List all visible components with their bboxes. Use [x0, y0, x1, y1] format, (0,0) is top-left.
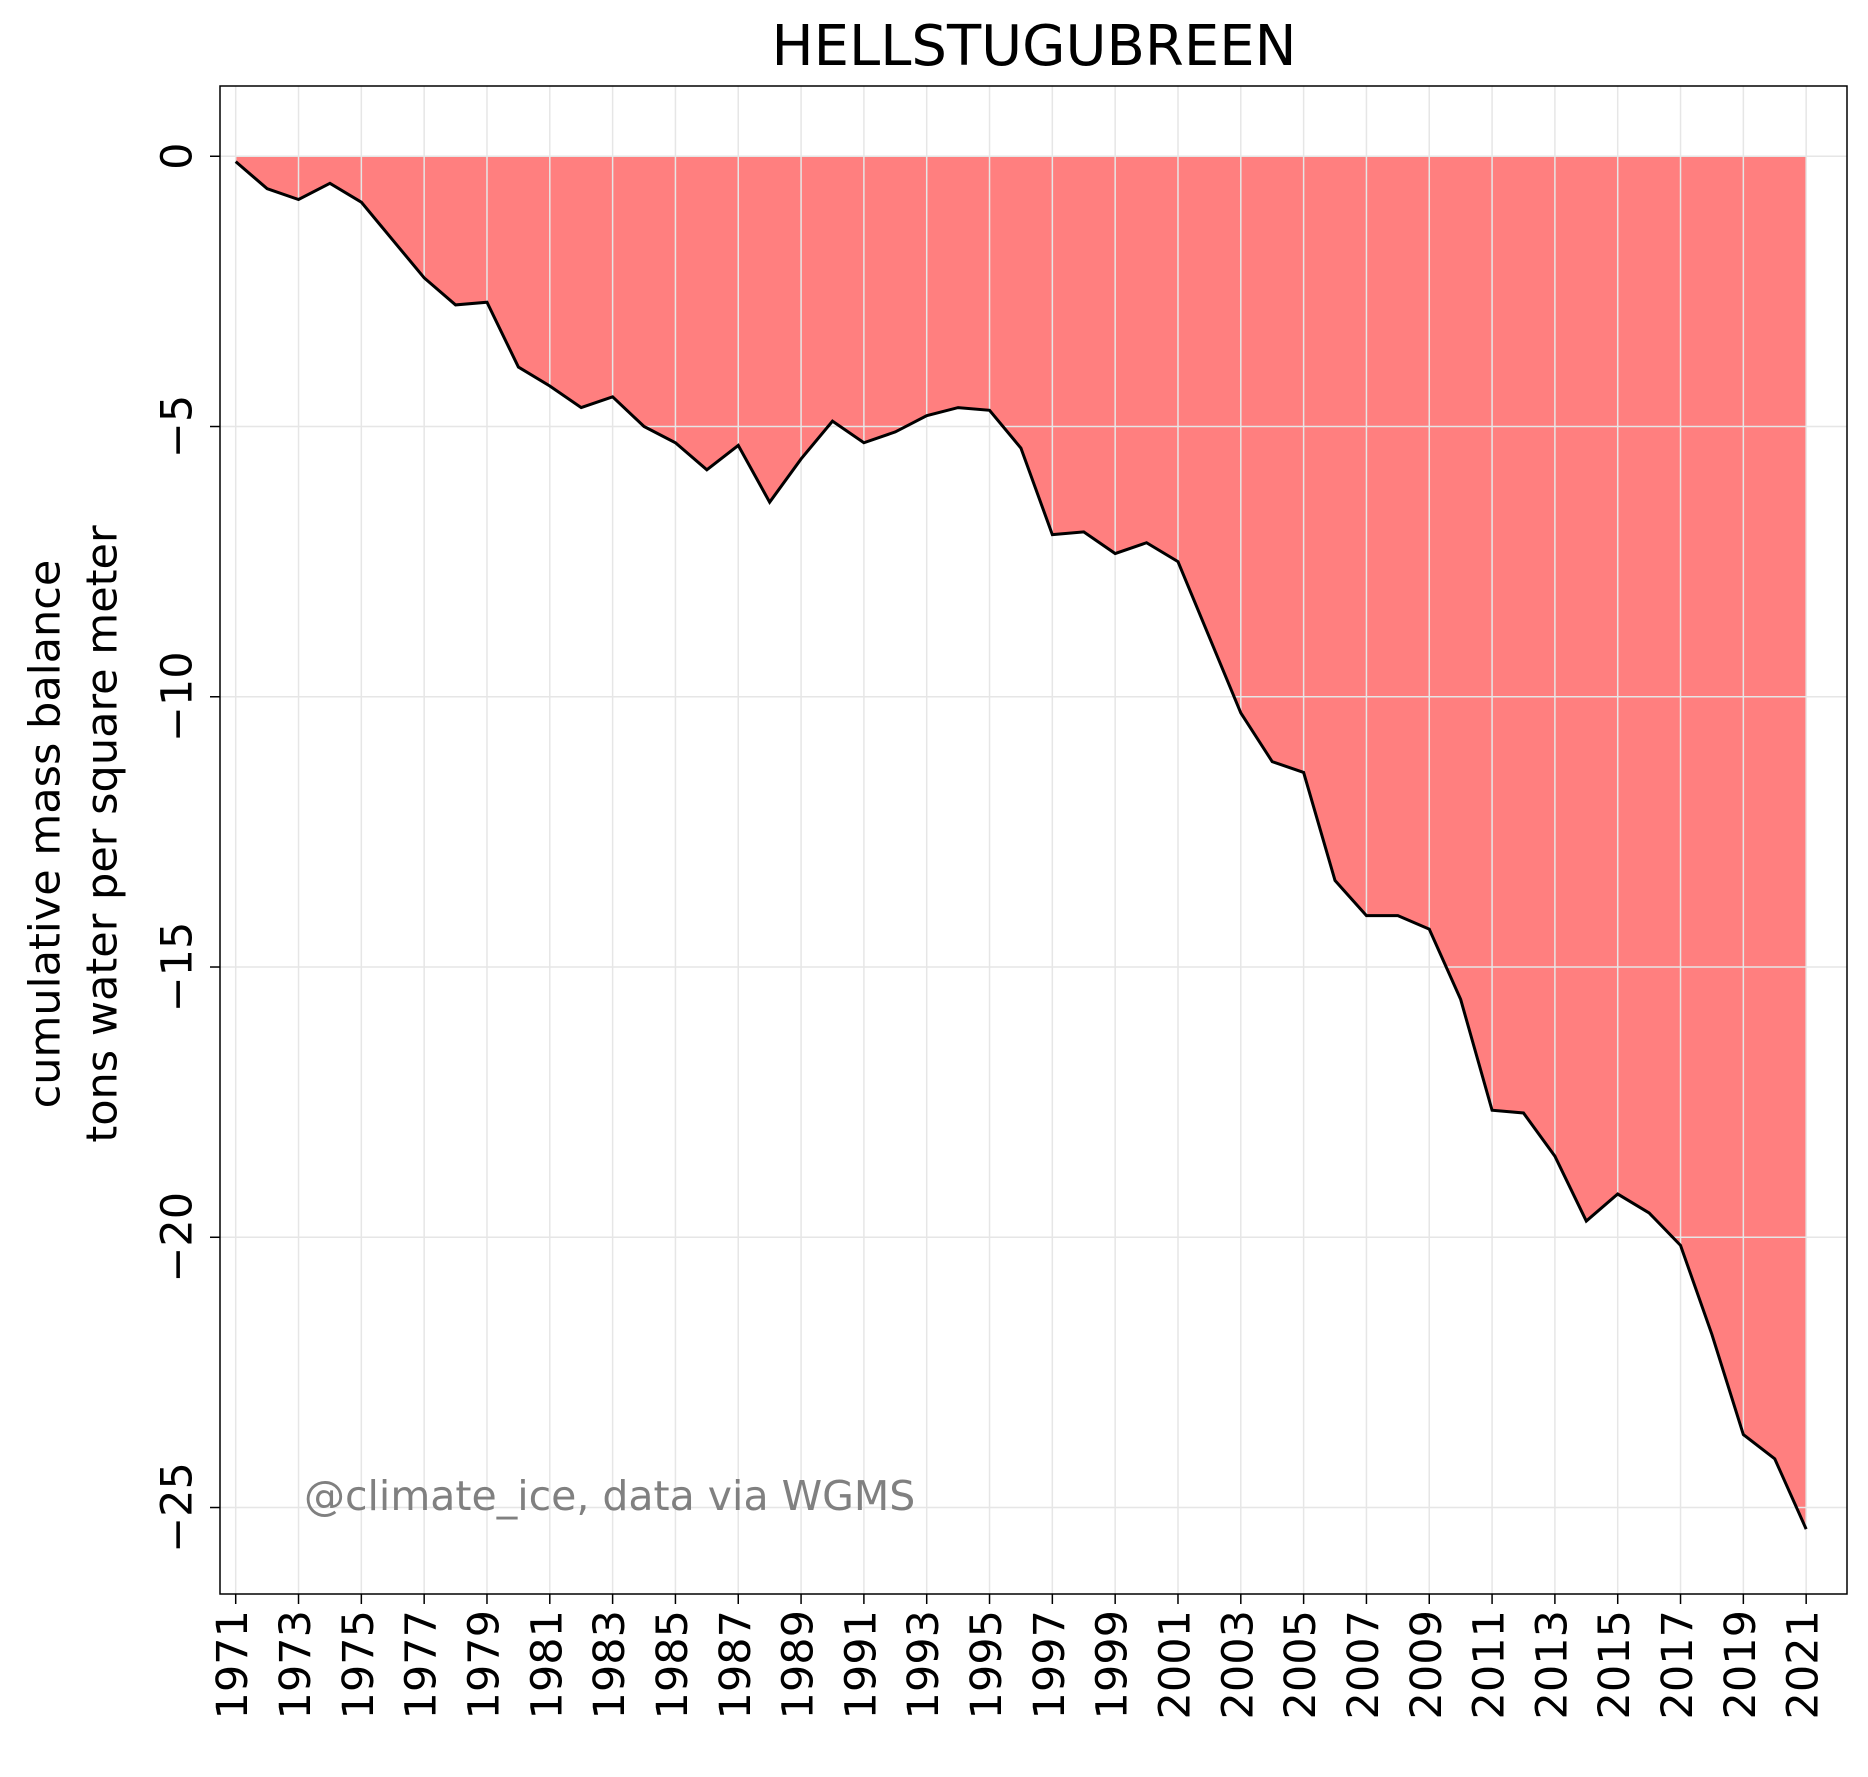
- y-axis-label: cumulative mass balance: [21, 560, 71, 1109]
- x-tick-label: 1971: [208, 1610, 258, 1719]
- x-tick-label: 2011: [1465, 1610, 1515, 1719]
- x-tick-label: 1995: [962, 1610, 1012, 1719]
- chart-title: HELLSTUGUBREEN: [772, 14, 1297, 79]
- y-tick-label: −10: [153, 651, 203, 742]
- x-tick-label: 2001: [1150, 1610, 1200, 1719]
- x-tick-label: 1997: [1025, 1610, 1075, 1719]
- x-tick-label: 2007: [1339, 1610, 1389, 1719]
- x-tick-label: 1977: [397, 1610, 447, 1719]
- y-tick-label: 0: [153, 143, 203, 170]
- x-tick-label: 1973: [271, 1610, 321, 1719]
- x-tick-label: 1979: [459, 1610, 509, 1719]
- x-tick-label: 1975: [334, 1610, 384, 1719]
- y-tick-label: −15: [153, 922, 203, 1013]
- x-tick-label: 2009: [1402, 1610, 1452, 1719]
- y-tick-label: −25: [153, 1462, 203, 1553]
- x-tick-label: 1999: [1088, 1610, 1138, 1719]
- x-tick-label: 1991: [836, 1610, 886, 1719]
- y-tick-label: −20: [153, 1192, 203, 1283]
- x-tick-label: 2003: [1213, 1610, 1263, 1719]
- plot-frame: [219, 85, 1848, 1595]
- area-fill: [235, 156, 1807, 1530]
- line: [234, 160, 1808, 1530]
- x-tick-label: 1981: [522, 1610, 572, 1719]
- x-tick-label: 1989: [774, 1610, 824, 1719]
- x-tick-label: 2019: [1716, 1610, 1766, 1719]
- x-tick-label: 2021: [1779, 1610, 1829, 1719]
- x-tick-label: 1983: [585, 1610, 635, 1719]
- x-tick-label: 2015: [1590, 1610, 1640, 1719]
- y-axis-label: tons water per square meter: [78, 525, 128, 1143]
- x-tick-label: 2017: [1653, 1610, 1703, 1719]
- x-tick-label: 1993: [899, 1610, 949, 1719]
- x-tick-label: 1987: [711, 1610, 761, 1719]
- x-tick-label: 1985: [648, 1610, 698, 1719]
- y-tick-label: −5: [153, 395, 203, 458]
- x-tick-label: 2013: [1527, 1610, 1577, 1719]
- x-tick-label: 2005: [1276, 1610, 1326, 1719]
- annotation: @climate_ice, data via WGMS: [304, 1472, 915, 1520]
